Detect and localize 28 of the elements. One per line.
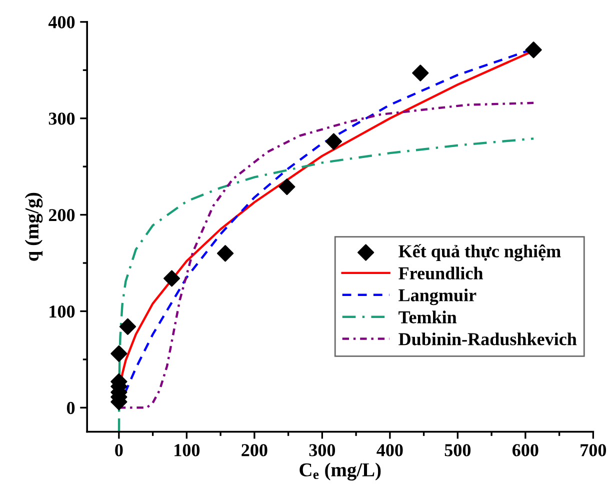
x-tick-label: 100: [174, 444, 200, 456]
y-tick-label: 400: [48, 16, 75, 28]
y-tick-label: 300: [48, 112, 75, 125]
legend-label: Dubinin-Radushkevich: [398, 332, 577, 346]
point: [412, 64, 429, 82]
x-tick-label: 700: [580, 444, 606, 456]
y-tick-label: 0: [66, 402, 75, 414]
x-tick-label: 400: [376, 444, 403, 456]
legend-label: Freundlich: [398, 266, 483, 280]
x-tick-label: 500: [444, 444, 471, 456]
x-tick-label: 0: [115, 444, 123, 456]
legend-label: Langmuir: [398, 288, 476, 306]
point: [110, 345, 128, 362]
point: [278, 178, 296, 196]
x-tick-label: 200: [242, 444, 268, 456]
x-axis-title: C$_{e}$ (mg/L): [300, 462, 381, 481]
point: [325, 133, 342, 150]
y-tick-label: 100: [50, 305, 75, 318]
point: [163, 270, 180, 287]
point: [119, 318, 136, 335]
x-tick-label: 600: [512, 444, 538, 456]
point: [525, 42, 542, 58]
y-axis-title: q (mg/g): [24, 192, 43, 261]
x-tick-label: 300: [309, 444, 336, 456]
y-tick-label: 200: [48, 209, 75, 222]
legend-label: Kết quả thực nghiệm: [398, 244, 561, 262]
point: [216, 245, 234, 262]
legend-label: Temkin: [398, 310, 457, 324]
